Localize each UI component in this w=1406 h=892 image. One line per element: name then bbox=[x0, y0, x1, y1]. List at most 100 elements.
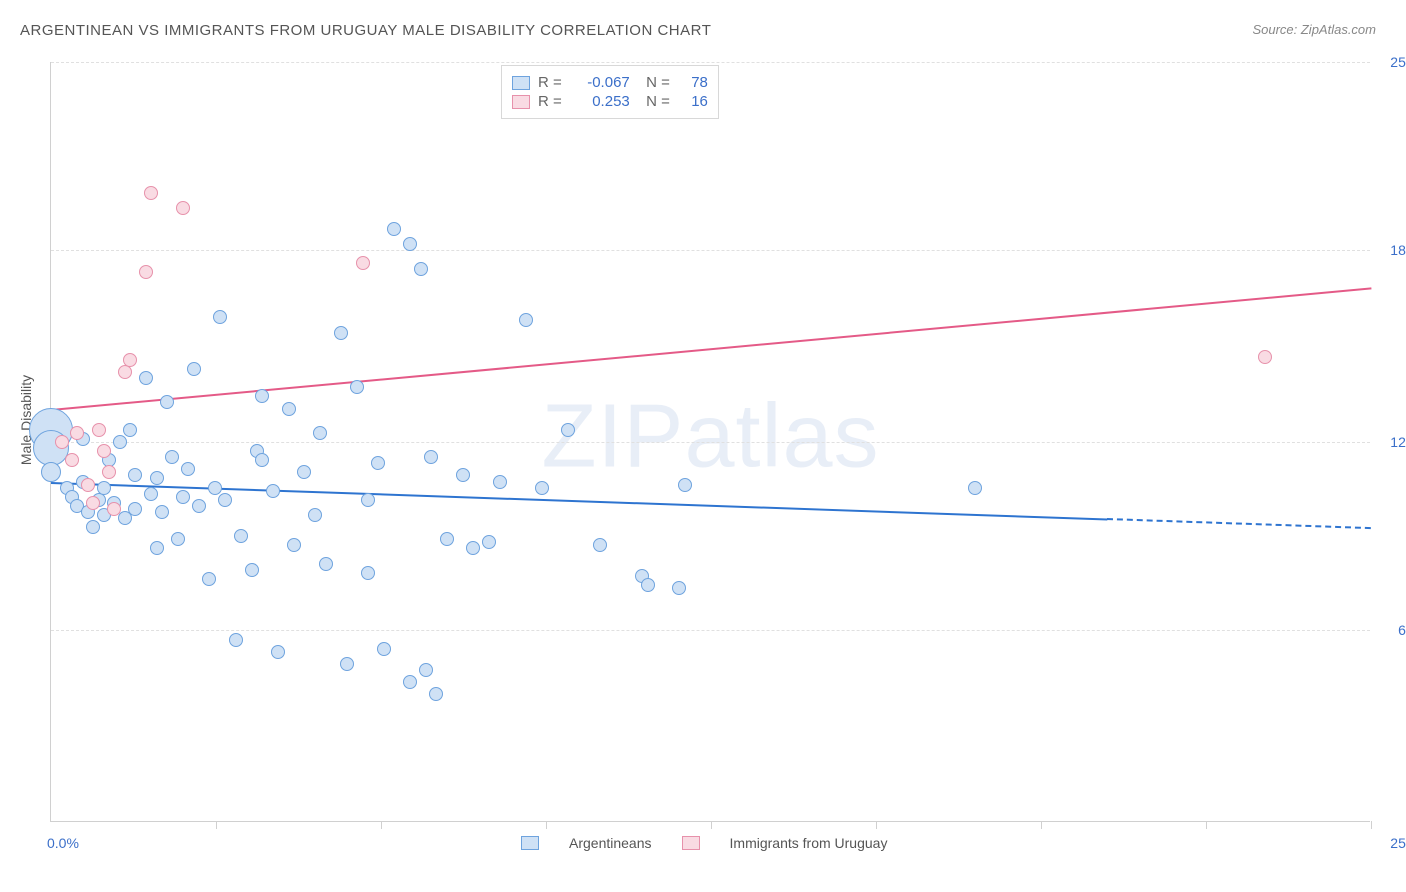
data-point bbox=[672, 581, 686, 595]
legend-label-1: Argentineans bbox=[569, 835, 652, 851]
data-point bbox=[107, 502, 121, 516]
data-point bbox=[424, 450, 438, 464]
data-point bbox=[70, 426, 84, 440]
legend-label-2: Immigrants from Uruguay bbox=[730, 835, 888, 851]
data-point bbox=[86, 520, 100, 534]
data-point bbox=[482, 535, 496, 549]
y-tick-label: 18.8% bbox=[1380, 242, 1406, 258]
data-point bbox=[255, 389, 269, 403]
data-point bbox=[641, 578, 655, 592]
data-point bbox=[377, 642, 391, 656]
data-point bbox=[361, 493, 375, 507]
y-tick-label: 12.5% bbox=[1380, 434, 1406, 450]
x-axis-start: 0.0% bbox=[47, 835, 79, 851]
y-tick-label: 6.3% bbox=[1380, 622, 1406, 638]
gridline bbox=[51, 62, 1370, 63]
data-point bbox=[160, 395, 174, 409]
data-point bbox=[271, 645, 285, 659]
data-point bbox=[319, 557, 333, 571]
data-point bbox=[456, 468, 470, 482]
n-label: N = bbox=[638, 93, 670, 110]
data-point bbox=[356, 256, 370, 270]
n-value-1: 78 bbox=[678, 74, 708, 91]
data-point bbox=[350, 380, 364, 394]
plot-area: ZIPatlas R = -0.067 N = 78 R = 0.253 N =… bbox=[50, 62, 1370, 822]
source-prefix: Source: bbox=[1252, 22, 1300, 37]
data-point bbox=[266, 484, 280, 498]
gridline bbox=[51, 630, 1370, 631]
stats-row-2: R = 0.253 N = 16 bbox=[512, 93, 708, 110]
data-point bbox=[403, 675, 417, 689]
data-point bbox=[123, 423, 137, 437]
data-point bbox=[234, 529, 248, 543]
data-point bbox=[229, 633, 243, 647]
legend-swatch-2 bbox=[682, 836, 700, 850]
data-point bbox=[41, 462, 61, 482]
data-point bbox=[208, 481, 222, 495]
legend-swatch-1 bbox=[521, 836, 539, 850]
data-point bbox=[403, 237, 417, 251]
data-point bbox=[150, 541, 164, 555]
data-point bbox=[176, 201, 190, 215]
data-point bbox=[255, 453, 269, 467]
x-tick bbox=[1041, 821, 1042, 829]
data-point bbox=[81, 478, 95, 492]
gridline bbox=[51, 442, 1370, 443]
data-point bbox=[213, 310, 227, 324]
data-point bbox=[561, 423, 575, 437]
x-tick bbox=[1371, 821, 1372, 829]
x-tick bbox=[1206, 821, 1207, 829]
x-tick bbox=[546, 821, 547, 829]
n-value-2: 16 bbox=[678, 93, 708, 110]
watermark-bold: ZIP bbox=[541, 386, 684, 486]
data-point bbox=[181, 462, 195, 476]
chart-title: ARGENTINEAN VS IMMIGRANTS FROM URUGUAY M… bbox=[20, 22, 711, 39]
data-point bbox=[92, 423, 106, 437]
trend-line bbox=[1107, 518, 1371, 529]
y-tick-label: 25.0% bbox=[1380, 54, 1406, 70]
n-label: N = bbox=[638, 74, 670, 91]
bottom-legend: Argentineans Immigrants from Uruguay bbox=[521, 835, 887, 851]
data-point bbox=[187, 362, 201, 376]
x-axis-end: 25.0% bbox=[1390, 835, 1406, 851]
data-point bbox=[361, 566, 375, 580]
data-point bbox=[218, 493, 232, 507]
data-point bbox=[429, 687, 443, 701]
r-value-1: -0.067 bbox=[570, 74, 630, 91]
watermark-thin: atlas bbox=[684, 386, 879, 486]
r-label: R = bbox=[538, 93, 562, 110]
data-point bbox=[287, 538, 301, 552]
data-point bbox=[176, 490, 190, 504]
x-tick bbox=[381, 821, 382, 829]
trend-line bbox=[51, 287, 1371, 411]
data-point bbox=[165, 450, 179, 464]
data-point bbox=[535, 481, 549, 495]
data-point bbox=[371, 456, 385, 470]
x-tick bbox=[216, 821, 217, 829]
data-point bbox=[150, 471, 164, 485]
data-point bbox=[340, 657, 354, 671]
watermark: ZIPatlas bbox=[541, 385, 879, 488]
data-point bbox=[128, 468, 142, 482]
data-point bbox=[419, 663, 433, 677]
data-point bbox=[97, 481, 111, 495]
data-point bbox=[245, 563, 259, 577]
x-tick bbox=[876, 821, 877, 829]
x-tick bbox=[711, 821, 712, 829]
data-point bbox=[440, 532, 454, 546]
source-attribution: Source: ZipAtlas.com bbox=[1252, 22, 1376, 37]
data-point bbox=[387, 222, 401, 236]
data-point bbox=[308, 508, 322, 522]
data-point bbox=[414, 262, 428, 276]
data-point bbox=[144, 487, 158, 501]
gridline bbox=[51, 250, 1370, 251]
data-point bbox=[334, 326, 348, 340]
data-point bbox=[202, 572, 216, 586]
data-point bbox=[493, 475, 507, 489]
data-point bbox=[678, 478, 692, 492]
data-point bbox=[155, 505, 169, 519]
data-point bbox=[139, 371, 153, 385]
data-point bbox=[128, 502, 142, 516]
r-value-2: 0.253 bbox=[570, 93, 630, 110]
swatch-series-2 bbox=[512, 95, 530, 109]
